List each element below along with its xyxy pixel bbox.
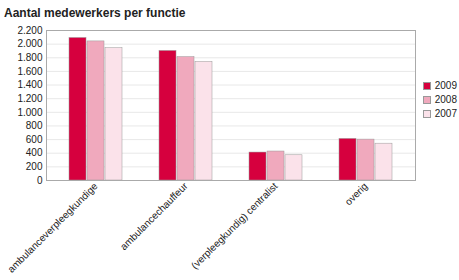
html-text:2008: 2008 — [434, 94, 457, 105]
svg-text:overig: overig — [343, 180, 370, 207]
svg-text:0: 0 — [37, 175, 43, 186]
svg-text:1.200: 1.200 — [17, 93, 42, 104]
svg-text:ambulancechauffeur: ambulancechauffeur — [118, 180, 190, 252]
svg-text:2.200: 2.200 — [17, 25, 42, 36]
html-text:2009: 2009 — [434, 80, 457, 91]
svg-text:600: 600 — [26, 134, 43, 145]
svg-text:800: 800 — [26, 120, 43, 131]
svg-text:1.400: 1.400 — [17, 79, 42, 90]
svg-text:ambulanceverpleegkundige: ambulanceverpleegkundige — [5, 180, 100, 275]
svg-text:1.800: 1.800 — [17, 52, 42, 63]
html-text:Aantal medewerkers per functie: Aantal medewerkers per functie — [4, 6, 186, 20]
svg-text:2.000: 2.000 — [17, 38, 42, 49]
svg-text:1.000: 1.000 — [17, 107, 42, 118]
svg-text:200: 200 — [26, 161, 43, 172]
svg-text:(verpleegkundig) centralist: (verpleegkundig) centralist — [189, 180, 280, 271]
svg-text:400: 400 — [26, 147, 43, 158]
html-text:2007: 2007 — [434, 108, 457, 119]
svg-text:1.600: 1.600 — [17, 66, 42, 77]
